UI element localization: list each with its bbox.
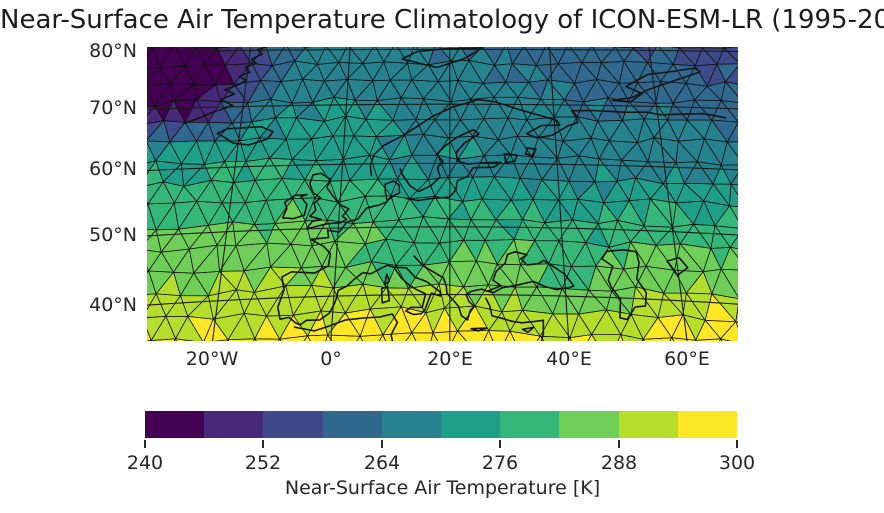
coastline-svalbard — [401, 47, 483, 69]
x-axis-tick-label: 40°E — [546, 348, 592, 370]
colorbar-tick-label: 300 — [718, 452, 756, 474]
coastline-denmark — [384, 180, 401, 202]
colorbar-tick-label: 264 — [363, 452, 401, 474]
colorbar-tick-label: 276 — [481, 452, 519, 474]
colorbar-tick-label: 252 — [244, 452, 282, 474]
coastline-europe-atlantic-iberia — [277, 201, 388, 326]
chart-title: Near-Surface Air Temperature Climatology… — [0, 5, 884, 35]
colorbar-segment — [559, 411, 619, 438]
colorbar-segment — [204, 411, 264, 438]
colorbar-tick-mark — [618, 440, 620, 448]
colorbar-tick-label: 288 — [600, 452, 638, 474]
x-axis-tick-label: 60°E — [664, 348, 710, 370]
coastline-iceland — [216, 125, 274, 146]
colorbar-segment — [618, 411, 678, 438]
coastline-corsica — [383, 273, 391, 286]
y-axis-tick-label: 80°N — [89, 40, 137, 62]
colorbar-tick-mark — [262, 440, 264, 448]
colorbar-segment — [381, 411, 442, 438]
colorbar-tick-label: 240 — [126, 452, 164, 474]
y-axis-tick-label: 60°N — [89, 158, 137, 180]
y-axis-tick-label: 50°N — [89, 224, 137, 246]
coastline-norway-barents — [369, 98, 727, 177]
colorbar-tick-mark — [144, 440, 146, 448]
coastline-sardinia — [380, 285, 391, 304]
colorbar-segment — [500, 411, 560, 438]
coastline-crete — [470, 327, 488, 332]
coastline-finland-baltic — [405, 128, 502, 202]
icon-mesh — [147, 47, 738, 341]
y-axis-tick-label: 40°N — [89, 294, 137, 316]
colorbar-segment — [322, 411, 382, 438]
coastline-great-britain — [305, 172, 350, 230]
colorbar-tick-mark — [736, 440, 738, 448]
colorbar-segment — [263, 411, 323, 438]
colorbar-tick-mark — [381, 440, 383, 448]
x-axis-tick-label: 20°W — [185, 348, 239, 370]
coastline-north-africa — [293, 313, 399, 341]
colorbar-label: Near-Surface Air Temperature [K] — [284, 477, 601, 499]
coastline-lake-ladoga — [503, 153, 518, 164]
coastline-italy — [386, 264, 442, 316]
coastline-caspian-sea — [601, 249, 648, 321]
colorbar — [145, 411, 738, 438]
coastline-balkan-greece — [413, 255, 489, 321]
coastline-aral-sea — [666, 256, 689, 277]
coastline-greenland-east — [182, 47, 268, 125]
coastline-anatolia-levant — [485, 297, 545, 341]
coastline-lake-onega — [524, 147, 537, 157]
coastlines — [182, 47, 727, 341]
coastline-sweden-bothnia — [399, 128, 475, 193]
colorbar-segment — [441, 411, 501, 438]
colorbar-tick-mark — [499, 440, 501, 448]
x-axis-tick-label: 20°E — [427, 348, 473, 370]
coastline-ireland — [281, 193, 308, 220]
coastline-novaya-zemlya — [611, 67, 701, 103]
y-axis-tick-label: 70°N — [89, 97, 137, 119]
temperature-map — [147, 47, 738, 341]
colorbar-segment — [145, 411, 205, 438]
colorbar-segment — [677, 411, 738, 438]
coastline-black-sea — [486, 251, 575, 294]
coastline-cyprus — [521, 326, 535, 333]
x-axis-tick-label: 0° — [320, 348, 342, 370]
